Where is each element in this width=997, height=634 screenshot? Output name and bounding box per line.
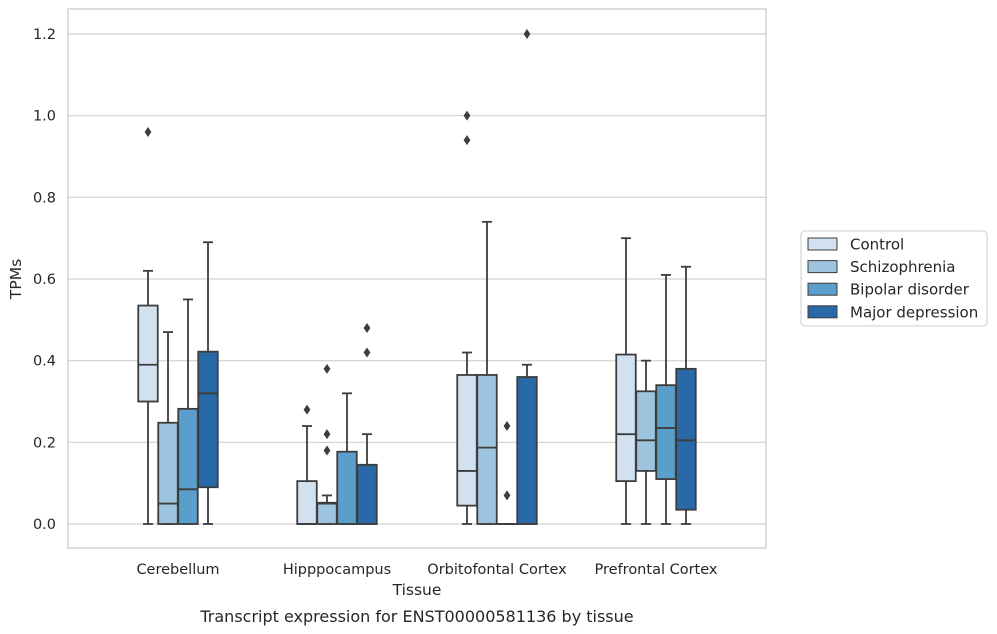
outlier-point — [363, 323, 371, 333]
legend-swatch — [807, 305, 838, 319]
outlier-point — [503, 421, 511, 431]
box-group — [296, 404, 318, 525]
box — [675, 367, 697, 511]
plot-frame — [67, 8, 767, 549]
legend-label: Control — [850, 236, 904, 254]
box-group — [197, 241, 219, 525]
box-group — [476, 220, 498, 525]
box-group — [316, 363, 338, 525]
box — [177, 407, 199, 525]
box — [316, 501, 338, 525]
legend-frame — [800, 230, 988, 327]
box — [336, 450, 358, 525]
box — [655, 384, 677, 480]
outlier-point — [323, 429, 331, 440]
chart-caption: Transcript expression for ENST0000058113… — [199, 607, 633, 626]
y-tick-label: 0.0 — [33, 517, 56, 533]
x-axis-ticks: Cerebellum Hipppocampus Orbitofontal Corte… — [136, 562, 717, 578]
y-axis-label: TPMs — [7, 259, 25, 300]
box — [137, 304, 159, 403]
box-group — [356, 323, 378, 525]
x-tick-label: Hipppocampus — [283, 562, 391, 578]
legend-label: Major depression — [850, 303, 978, 321]
y-axis-ticks: 0.0 0.2 0.4 0.6 0.8 1.0 1.2 — [33, 27, 56, 533]
outlier-point — [523, 29, 531, 39]
legend-swatch — [807, 282, 838, 296]
box — [615, 353, 637, 483]
x-tick-label: Cerebellum — [136, 562, 219, 578]
box-group — [516, 29, 538, 525]
outlier-point — [303, 404, 311, 415]
y-tick-label: 1.0 — [33, 109, 56, 125]
legend-label: Schizophrenia — [850, 258, 955, 276]
y-tick-label: 0.6 — [33, 272, 56, 288]
box-group — [635, 359, 657, 525]
box-group — [177, 298, 199, 525]
box-group — [675, 265, 697, 525]
box — [456, 374, 478, 507]
outlier-point — [144, 127, 152, 137]
y-tick-label: 0.8 — [33, 190, 56, 206]
outlier-point — [503, 490, 511, 501]
x-tick-label: Prefrontal Cortex — [595, 562, 718, 578]
box — [476, 374, 498, 525]
x-axis-label: Tissue — [392, 581, 442, 599]
legend-swatch — [807, 237, 838, 251]
box — [356, 463, 378, 525]
y-tick-label: 1.2 — [33, 27, 56, 43]
box-group — [157, 331, 179, 525]
box — [157, 421, 179, 525]
box-group — [137, 127, 159, 525]
outlier-point — [363, 347, 371, 358]
box-group — [655, 274, 677, 525]
outlier-point — [323, 363, 331, 374]
legend-swatch — [807, 260, 838, 274]
y-tick-label: 0.4 — [33, 354, 56, 370]
boxes — [137, 29, 697, 525]
x-tick-label: Orbitofontal Cortex — [427, 562, 567, 578]
box — [197, 350, 219, 489]
legend-label: Bipolar disorder — [850, 281, 970, 299]
outlier-point — [463, 135, 471, 146]
box-group — [336, 392, 358, 525]
box-group — [496, 421, 518, 525]
box — [635, 390, 657, 472]
box-group — [456, 110, 478, 525]
box-group — [615, 237, 637, 525]
box — [296, 480, 318, 525]
legend: Control Schizophrenia Bipolar disorder Majo… — [800, 230, 988, 327]
outlier-point — [323, 445, 331, 456]
outlier-point — [463, 110, 471, 121]
y-tick-label: 0.2 — [33, 435, 56, 451]
box — [516, 376, 538, 525]
